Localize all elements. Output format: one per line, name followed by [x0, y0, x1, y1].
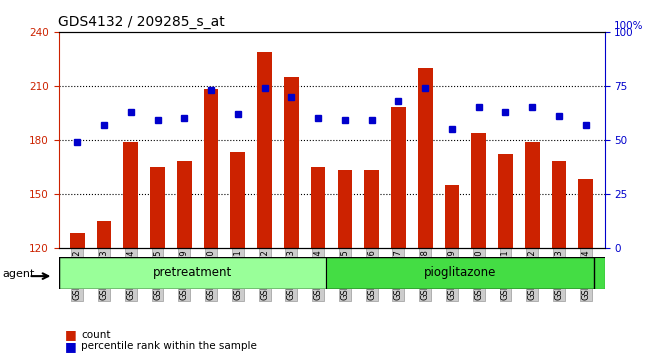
- Bar: [471, 133, 486, 248]
- Bar: [552, 161, 566, 248]
- Bar: [364, 170, 379, 248]
- Bar: [578, 179, 593, 248]
- Text: agent: agent: [2, 269, 34, 279]
- Text: ■: ■: [65, 340, 77, 353]
- Text: pretreatment: pretreatment: [153, 266, 232, 279]
- Text: 100%: 100%: [614, 21, 644, 31]
- Text: percentile rank within the sample: percentile rank within the sample: [81, 341, 257, 351]
- Bar: [391, 108, 406, 248]
- Bar: [58, 257, 326, 289]
- Bar: [284, 77, 299, 248]
- Bar: [124, 142, 138, 248]
- Bar: [525, 142, 540, 248]
- Bar: [311, 167, 326, 248]
- Text: ■: ■: [65, 328, 77, 341]
- Text: GDS4132 / 209285_s_at: GDS4132 / 209285_s_at: [58, 16, 226, 29]
- Bar: [150, 167, 165, 248]
- Text: count: count: [81, 330, 110, 339]
- Bar: [445, 185, 460, 248]
- Bar: [70, 233, 84, 248]
- Bar: [498, 154, 513, 248]
- Bar: [231, 153, 245, 248]
- Bar: [257, 52, 272, 248]
- Bar: [337, 170, 352, 248]
- Bar: [97, 221, 111, 248]
- Bar: [326, 257, 604, 289]
- Bar: [177, 161, 192, 248]
- Bar: [203, 90, 218, 248]
- Text: pioglitazone: pioglitazone: [424, 266, 496, 279]
- Bar: [418, 68, 432, 248]
